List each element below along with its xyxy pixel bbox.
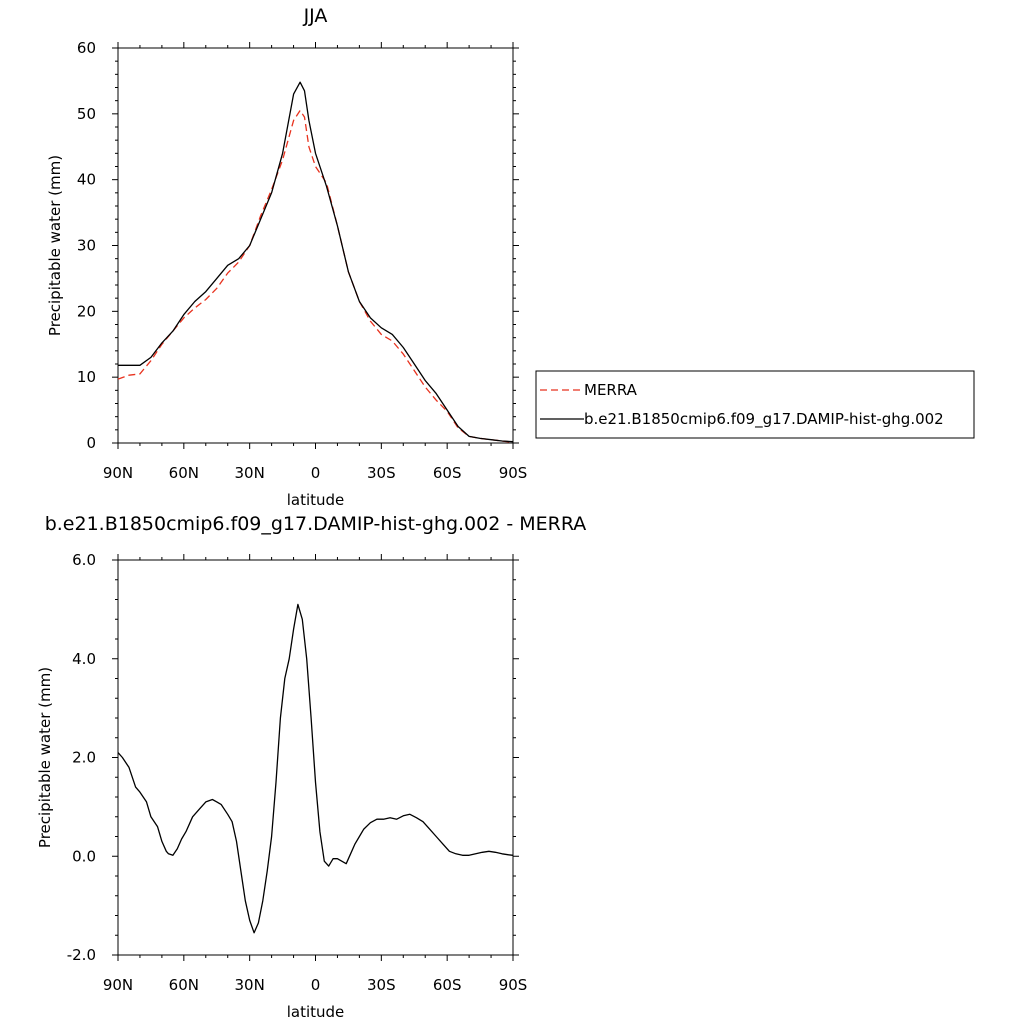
x-tick-label: 0 xyxy=(311,464,321,482)
x-tick-label: 0 xyxy=(311,976,321,994)
plot-frame xyxy=(117,47,514,444)
legend-label: b.e21.B1850cmip6.f09_g17.DAMIP-hist-ghg.… xyxy=(584,410,944,429)
series-line-1 xyxy=(117,109,514,443)
y-tick-label: 30 xyxy=(77,237,96,255)
legend: MERRA b.e21.B1850cmip6.f09_g17.DAMIP-hist… xyxy=(535,370,975,439)
x-tick-label: 60N xyxy=(169,464,199,482)
chart-title: JJA xyxy=(303,5,328,27)
y-tick-label: 4.0 xyxy=(72,650,96,668)
y-tick-label: 50 xyxy=(77,105,96,123)
y-tick-label: 6.0 xyxy=(72,551,96,569)
x-tick-label: 90N xyxy=(103,976,133,994)
x-axis-label: latitude xyxy=(287,491,345,509)
y-tick-label: 40 xyxy=(77,171,96,189)
series-line-1 xyxy=(117,603,514,934)
y-tick-label: -2.0 xyxy=(67,946,96,964)
x-tick-label: 30S xyxy=(367,976,396,994)
legend-box xyxy=(535,370,975,439)
x-tick-label: 90S xyxy=(499,976,528,994)
plot-frame xyxy=(117,559,514,956)
y-tick-label: 60 xyxy=(77,39,96,57)
x-tick-label: 30N xyxy=(235,464,265,482)
x-tick-label: 60S xyxy=(433,976,462,994)
series-line-2 xyxy=(118,81,514,443)
x-tick-label: 90N xyxy=(103,464,133,482)
chart-title: b.e21.B1850cmip6.f09_g17.DAMIP-hist-ghg.… xyxy=(45,513,587,535)
chart-panel-1: JJA 90N 60N 30N 0 30S 60S 90S 0 10 20 30 40 50 60 latit… xyxy=(46,5,975,509)
x-tick-label: 60N xyxy=(169,976,199,994)
x-tick-label: 30N xyxy=(235,976,265,994)
x-tick-label: 30S xyxy=(367,464,396,482)
y-tick-label: 0.0 xyxy=(72,847,96,865)
y-axis-label: Precipitable water (mm) xyxy=(36,667,54,848)
y-tick-label: 2.0 xyxy=(72,749,96,767)
chart-panel-2: b.e21.B1850cmip6.f09_g17.DAMIP-hist-ghg.… xyxy=(36,513,586,1021)
y-tick-label: 0 xyxy=(86,434,96,452)
y-tick-label: 10 xyxy=(77,368,96,386)
x-axis-label: latitude xyxy=(287,1003,345,1021)
x-tick-label: 90S xyxy=(499,464,528,482)
legend-label: MERRA xyxy=(584,381,638,399)
x-tick-label: 60S xyxy=(433,464,462,482)
y-axis-label: Precipitable water (mm) xyxy=(46,155,64,336)
y-tick-label: 20 xyxy=(77,302,96,320)
